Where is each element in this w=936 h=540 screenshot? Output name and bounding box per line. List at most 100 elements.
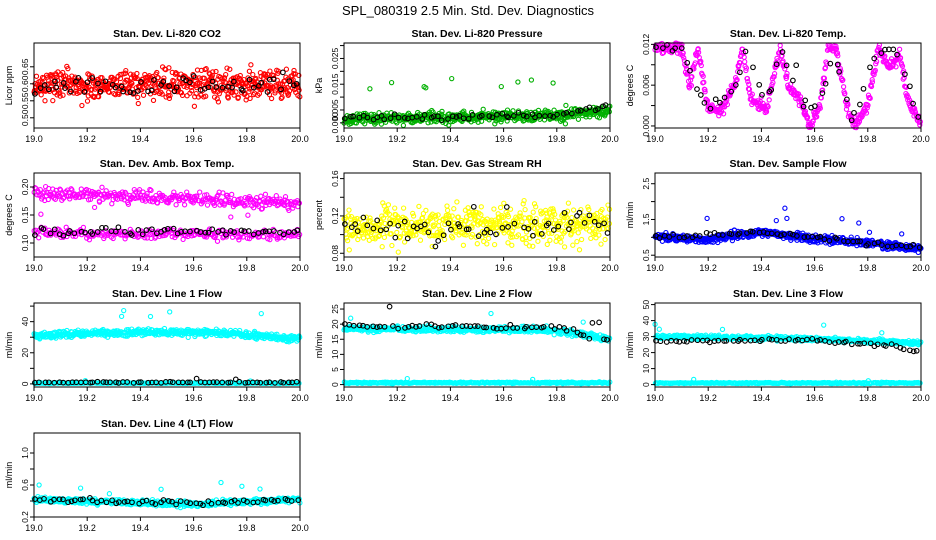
- data-point: [32, 91, 38, 97]
- x-tick-label: 20.0: [601, 263, 619, 273]
- data-point: [135, 100, 141, 107]
- y-tick-label: 0.5: [641, 249, 651, 261]
- y-tick-label: 0.08: [330, 245, 340, 262]
- data-point: [290, 82, 297, 89]
- data-point: [118, 83, 125, 90]
- data-point: [72, 78, 79, 85]
- data-point: [60, 92, 66, 98]
- figure-title: SPL_080319 2.5 Min. Std. Dev. Diagnostic…: [342, 3, 594, 18]
- data-point: [284, 85, 290, 91]
- data-point: [266, 76, 273, 83]
- data-point: [194, 81, 200, 87]
- data-point: [227, 66, 233, 72]
- data-point: [134, 75, 140, 82]
- data-point: [89, 86, 95, 93]
- data-point: [76, 83, 82, 90]
- data-point: [178, 90, 185, 96]
- y-axis-label: ml/min: [4, 332, 14, 359]
- x-tick-label: 19.6: [495, 134, 513, 144]
- data-point: [213, 84, 220, 90]
- x-tick-label: 20.0: [912, 263, 930, 273]
- data-point: [42, 98, 48, 104]
- x-tick-label: 19.6: [495, 263, 513, 273]
- data-point: [160, 78, 167, 85]
- data-point: [79, 102, 85, 109]
- data-point: [210, 69, 216, 75]
- data-point: [203, 93, 209, 99]
- data-point: [270, 76, 277, 83]
- data-point: [241, 76, 247, 83]
- y-axis-label: percent: [314, 199, 324, 230]
- data-point: [41, 82, 48, 88]
- x-tick-label: 19.4: [132, 263, 150, 273]
- data-point: [138, 79, 144, 85]
- data-point: [296, 72, 302, 79]
- data-point: [267, 68, 273, 74]
- data-point: [62, 85, 68, 91]
- data-point: [150, 97, 157, 104]
- y-tick-label: 0.20: [20, 178, 30, 195]
- data-point: [286, 78, 293, 84]
- y-tick-label: 0.006: [641, 74, 651, 96]
- y-tick-label: 0.60: [20, 75, 30, 92]
- data-point: [148, 87, 155, 94]
- data-point: [280, 69, 286, 76]
- y-axis-label: degrees C: [4, 194, 14, 236]
- x-tick-label: 19.0: [335, 263, 353, 273]
- x-tick-label: 19.8: [548, 263, 566, 273]
- x-tick-label: 19.8: [548, 134, 566, 144]
- data-point: [134, 70, 140, 77]
- x-tick-label: 20.0: [291, 263, 309, 273]
- data-point: [155, 74, 161, 81]
- data-point: [57, 93, 63, 99]
- x-tick-label: 19.8: [238, 393, 256, 403]
- data-point: [173, 70, 179, 76]
- data-point: [171, 78, 177, 84]
- data-point: [165, 92, 171, 99]
- data-point: [161, 75, 167, 81]
- data-point: [166, 83, 172, 89]
- y-tick-label: 0.50: [20, 109, 30, 126]
- data-point: [84, 98, 91, 104]
- data-point: [166, 65, 172, 71]
- data-point: [106, 89, 112, 95]
- x-tick-label: 20.0: [291, 134, 309, 144]
- data-point: [250, 71, 256, 78]
- data-point: [67, 88, 74, 95]
- data-point: [152, 80, 158, 86]
- x-tick-label: 19.4: [132, 134, 150, 144]
- x-tick-label: 19.0: [25, 263, 43, 273]
- y-axis-label: degrees C: [625, 64, 635, 106]
- panel-title: Stan. Dev. Li-820 Temp.: [730, 28, 846, 40]
- data-point: [123, 67, 129, 74]
- x-tick-label: 19.0: [25, 393, 43, 403]
- data-point: [145, 88, 151, 95]
- panel-title: Stan. Dev. Amb. Box Temp.: [100, 158, 235, 170]
- data-point: [209, 72, 215, 79]
- data-point: [112, 84, 119, 91]
- data-point: [151, 77, 157, 83]
- data-point: [140, 92, 147, 98]
- y-tick-label: 0.000: [641, 115, 651, 137]
- x-tick-label: 19.8: [238, 263, 256, 273]
- panel-title: Stan. Dev. Li-820 Pressure: [411, 28, 542, 40]
- data-point: [50, 97, 56, 104]
- x-tick-label: 19.6: [185, 263, 203, 273]
- data-point: [247, 95, 253, 102]
- x-tick-label: 19.0: [335, 134, 353, 144]
- panel-title: Stan. Dev. Li-820 CO2: [113, 28, 221, 40]
- y-tick-label: 0.15: [20, 206, 30, 223]
- x-tick-label: 19.0: [646, 263, 664, 273]
- data-point: [191, 103, 198, 109]
- x-tick-label: 19.4: [442, 263, 460, 273]
- data-point: [233, 89, 239, 95]
- plot-frame: [33, 42, 301, 129]
- data-point: [388, 79, 395, 86]
- data-point: [246, 76, 253, 83]
- data-point: [159, 91, 165, 97]
- data-point: [270, 72, 277, 79]
- data-point: [190, 73, 197, 79]
- data-point: [75, 75, 82, 81]
